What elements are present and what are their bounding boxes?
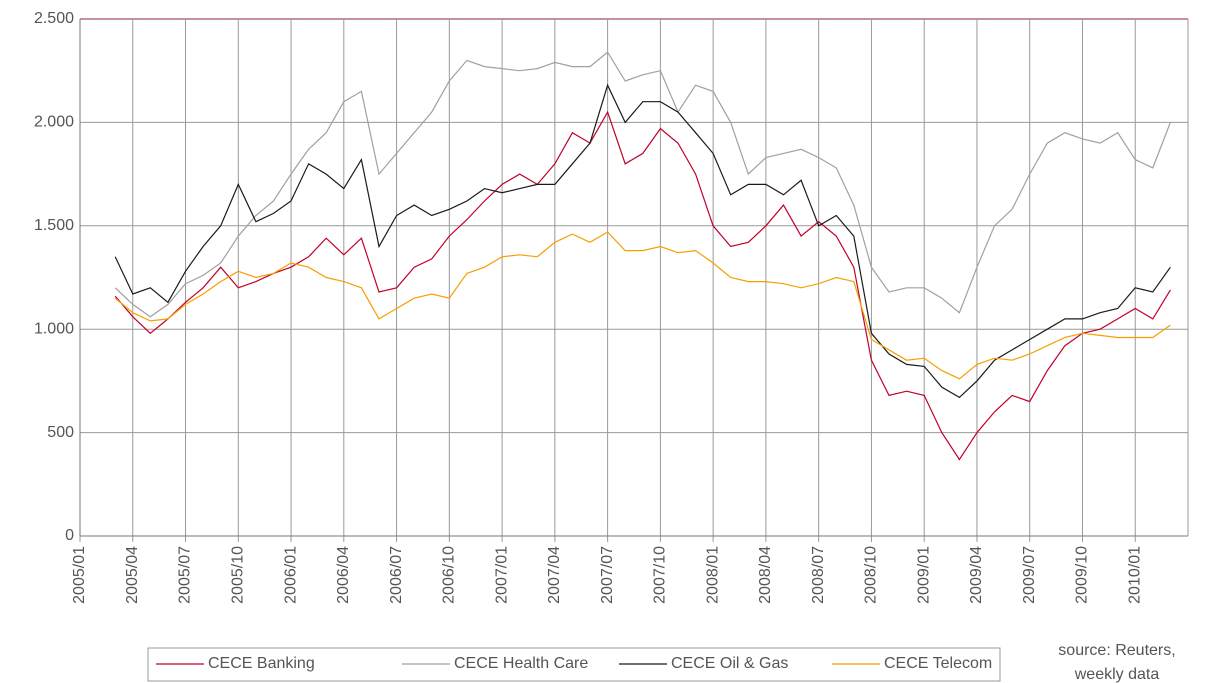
- x-tick-label: 2007/04: [546, 546, 563, 604]
- y-tick-label: 1.500: [34, 217, 74, 234]
- x-tick-label: 2005/07: [177, 546, 194, 604]
- x-tick-label: 2005/10: [230, 546, 247, 604]
- x-tick-label: 2005/01: [71, 546, 88, 604]
- series-line: [114, 83, 1171, 399]
- x-tick-label: 2009/10: [1074, 546, 1091, 604]
- x-tick-label: 2008/04: [757, 546, 774, 604]
- x-tick-label: 2008/10: [863, 546, 880, 604]
- y-tick-label: 0: [65, 527, 74, 544]
- x-tick-label: 2006/10: [441, 546, 458, 604]
- x-tick-label: 2008/01: [704, 546, 721, 604]
- x-tick-label: 2009/04: [968, 546, 985, 604]
- x-tick-label: 2009/07: [1021, 546, 1038, 604]
- x-tick-label: 2008/07: [810, 546, 827, 604]
- x-tick-label: 2006/04: [335, 546, 352, 604]
- x-tick-label: 2007/01: [493, 546, 510, 604]
- x-tick-label: 2009/01: [915, 546, 932, 604]
- x-tick-label: 2006/01: [282, 546, 299, 604]
- x-tick-label: 2007/07: [599, 546, 616, 604]
- series-line: [114, 51, 1171, 318]
- source-note: weekly data: [1074, 666, 1160, 683]
- x-tick-label: 2007/10: [652, 546, 669, 604]
- legend-label: CECE Health Care: [454, 655, 588, 672]
- legend-box: [147, 647, 1001, 682]
- x-tick-label: 2006/07: [388, 546, 405, 604]
- legend-label: CECE Banking: [208, 655, 315, 672]
- x-tick-label: 2005/04: [124, 546, 141, 604]
- legend-label: CECE Telecom: [884, 655, 992, 672]
- source-note: source: Reuters,: [1058, 642, 1175, 659]
- legend-label: CECE Oil & Gas: [671, 655, 788, 672]
- x-tick-label: 2010/01: [1126, 546, 1143, 604]
- y-tick-label: 2.000: [34, 114, 74, 131]
- series-line: [114, 231, 1171, 380]
- y-tick-label: 1.000: [34, 320, 74, 337]
- y-tick-label: 500: [47, 424, 74, 441]
- series-line: [114, 110, 1171, 461]
- y-tick-label: 2.500: [34, 10, 74, 27]
